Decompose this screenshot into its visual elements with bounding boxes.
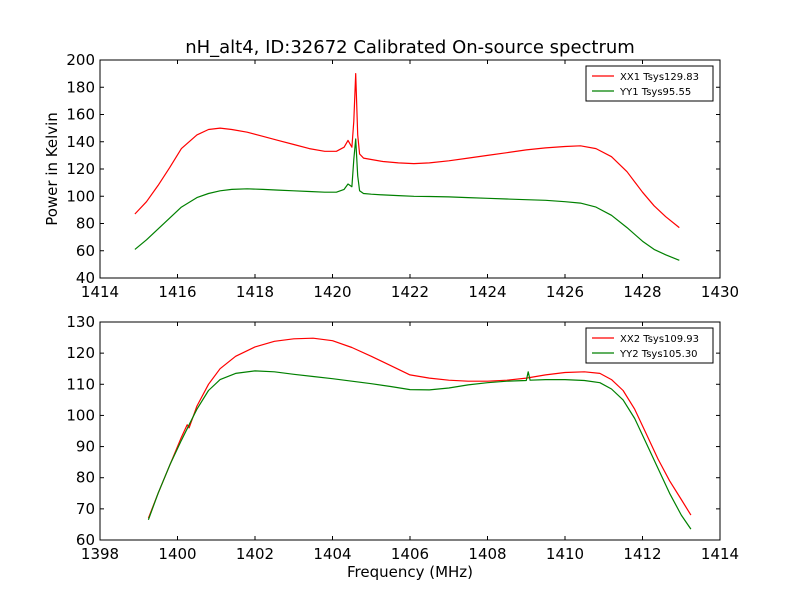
y-tick-label: 200 [66, 51, 95, 69]
x-tick-label: 1430 [701, 283, 739, 301]
legend-label: XX1 Tsys129.83 [620, 72, 699, 83]
bottom-plot-legend: XX2 Tsys109.93 YY2 Tsys105.30 [585, 327, 714, 364]
x-tick-label: 1404 [313, 545, 351, 563]
y-tick-label: 180 [66, 78, 95, 96]
x-tick-label: 1416 [158, 283, 196, 301]
y-tick-label: 160 [66, 106, 95, 124]
x-tick-label: 1428 [623, 283, 661, 301]
x-tick-label: 1418 [236, 283, 274, 301]
series-line-xx1 [134, 72, 680, 229]
legend-label: XX2 Tsys109.93 [620, 334, 699, 345]
y-tick-label: 90 [76, 438, 95, 456]
y-tick-label: 130 [66, 313, 95, 331]
y-tick-label: 80 [76, 469, 95, 487]
x-tick-label: 1420 [313, 283, 351, 301]
series-line-yy1 [134, 138, 680, 261]
y-tick-label: 60 [76, 531, 95, 549]
x-tick-label: 1426 [546, 283, 584, 301]
y-tick-label: 100 [66, 187, 95, 205]
x-tick-label: 1412 [623, 545, 661, 563]
x-tick-label: 1400 [158, 545, 196, 563]
y-tick-label: 140 [66, 133, 95, 151]
y-tick-label: 60 [76, 242, 95, 260]
legend-box [585, 327, 714, 364]
top-plot-frame [99, 59, 721, 279]
series-line-yy2 [147, 370, 692, 530]
bottom-plot: 1398 1400 1402 1404 1406 1408 1410 1412 1414 60 70… [66, 313, 739, 581]
bottom-plot-ticks: 1398 1400 1402 1404 1406 1408 1410 1412 1414 60 70… [66, 313, 739, 563]
top-plot-ylabel: Power in Kelvin [43, 112, 61, 226]
y-tick-label: 100 [66, 406, 95, 424]
x-tick-label: 1402 [236, 545, 274, 563]
x-tick-label: 1408 [468, 545, 506, 563]
bottom-plot-frame [99, 321, 721, 541]
y-tick-label: 120 [66, 344, 95, 362]
x-tick-label: 1422 [391, 283, 429, 301]
series-line-xx2 [147, 337, 692, 519]
y-tick-label: 70 [76, 500, 95, 518]
y-tick-label: 120 [66, 160, 95, 178]
x-tick-label: 1410 [546, 545, 584, 563]
y-tick-label: 40 [76, 269, 95, 287]
x-tick-label: 1414 [701, 545, 739, 563]
y-tick-label: 110 [66, 375, 95, 393]
top-plot-lines [134, 72, 680, 261]
top-plot-ticks: 1414 1416 1418 1420 1422 1424 1426 1428 1430 40 60… [66, 51, 739, 301]
top-plot-legend: XX1 Tsys129.83 YY1 Tsys95.55 [585, 65, 714, 102]
legend-label: YY2 Tsys105.30 [619, 349, 698, 360]
x-tick-label: 1398 [81, 545, 119, 563]
chart-title: nH_alt4, ID:32672 Calibrated On-source s… [185, 37, 635, 58]
legend-box [585, 65, 714, 102]
x-tick-label: 1414 [81, 283, 119, 301]
y-tick-label: 80 [76, 215, 95, 233]
bottom-plot-lines [147, 337, 692, 530]
bottom-plot-xlabel: Frequency (MHz) [347, 563, 473, 581]
legend-label: YY1 Tsys95.55 [619, 87, 691, 98]
x-tick-label: 1406 [391, 545, 429, 563]
top-plot: 1414 1416 1418 1420 1422 1424 1426 1428 1430 40 60… [43, 51, 739, 301]
x-tick-label: 1424 [468, 283, 506, 301]
